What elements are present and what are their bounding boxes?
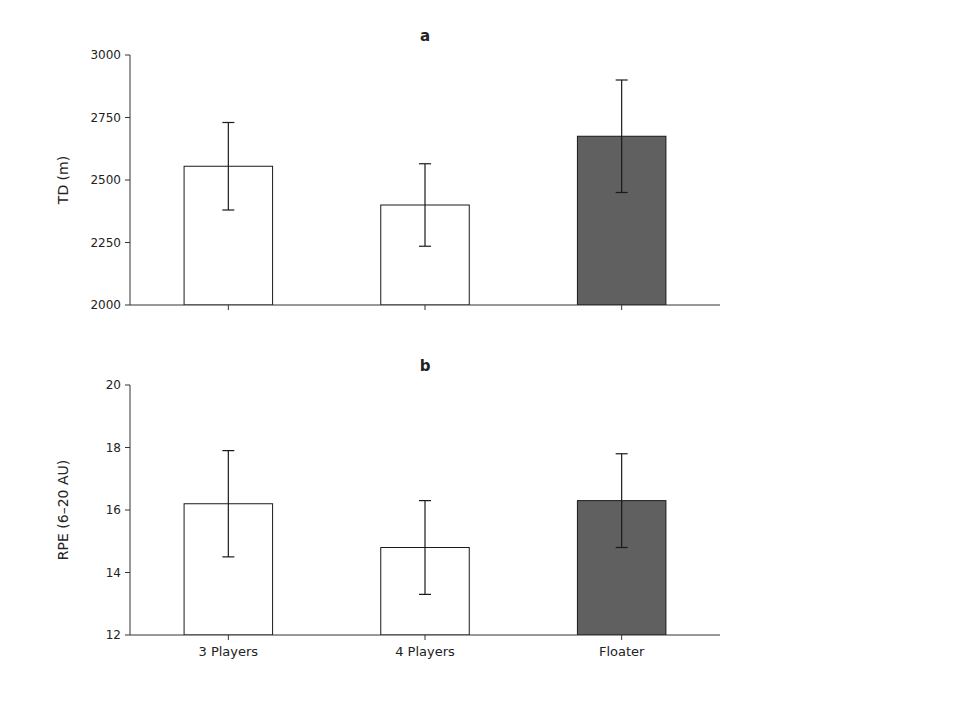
y-tick	[125, 117, 130, 118]
chart-container: 2000 2250 2500 2750 3000 TD (m) a 12 14 16 18 20 3 P…	[0, 0, 960, 727]
y-tick	[125, 635, 130, 636]
plot-area	[184, 451, 666, 635]
error-bar	[419, 501, 431, 595]
error-cap	[419, 594, 431, 595]
error-cap	[222, 209, 234, 210]
y-tick	[125, 447, 130, 448]
chart-svg: 2000 2250 2500 2750 3000 TD (m) a 12 14 16 18 20 3 P…	[0, 0, 960, 727]
error-bar	[616, 80, 628, 193]
y-tick-label: 2500	[90, 173, 121, 187]
error-bar	[419, 164, 431, 247]
y-axis-label: TD (m)	[55, 156, 71, 205]
error-cap	[222, 450, 234, 451]
x-tick	[228, 305, 229, 310]
y-tick	[125, 55, 130, 56]
x-tick-label: Floater	[599, 644, 645, 659]
y-axis-label: RPE (6–20 AU)	[55, 460, 71, 560]
error-stem	[228, 451, 229, 557]
y-tick-label: 3000	[90, 48, 121, 62]
error-cap	[222, 122, 234, 123]
plot-area	[184, 80, 666, 305]
y-tick-label: 20	[106, 378, 121, 392]
error-cap	[222, 556, 234, 557]
panel-title: b	[420, 357, 431, 375]
y-tick	[125, 242, 130, 243]
error-cap	[616, 453, 628, 454]
error-cap	[419, 246, 431, 247]
y-tick-label: 2250	[90, 236, 121, 250]
panel: 12 14 16 18 20 3 Players 4 Players Floater RPE (…	[55, 357, 720, 659]
error-stem	[424, 164, 425, 247]
error-cap	[616, 547, 628, 548]
y-tick-label: 12	[106, 628, 121, 642]
y-tick	[125, 180, 130, 181]
error-stem	[621, 80, 622, 193]
panel: 2000 2250 2500 2750 3000 TD (m) a	[55, 27, 720, 312]
error-stem	[621, 454, 622, 548]
y-tick	[125, 510, 130, 511]
error-cap	[616, 192, 628, 193]
error-bar	[222, 123, 234, 211]
x-tick	[425, 635, 426, 640]
error-cap	[419, 500, 431, 501]
error-bar	[616, 454, 628, 548]
x-tick-label: 4 Players	[395, 644, 455, 659]
y-tick-label: 16	[106, 503, 121, 517]
x-tick	[228, 635, 229, 640]
error-stem	[424, 501, 425, 595]
error-stem	[228, 123, 229, 211]
y-tick-label: 14	[106, 566, 121, 580]
y-tick	[125, 572, 130, 573]
error-cap	[419, 163, 431, 164]
x-tick	[621, 305, 622, 310]
y-tick-label: 2750	[90, 111, 121, 125]
y-tick-label: 2000	[90, 298, 121, 312]
x-tick-label: 3 Players	[199, 644, 259, 659]
error-bar	[222, 451, 234, 557]
y-tick-label: 18	[106, 441, 121, 455]
error-cap	[616, 79, 628, 80]
y-tick	[125, 385, 130, 386]
panel-title: a	[420, 27, 430, 45]
y-tick	[125, 305, 130, 306]
x-tick	[425, 305, 426, 310]
x-tick	[621, 635, 622, 640]
